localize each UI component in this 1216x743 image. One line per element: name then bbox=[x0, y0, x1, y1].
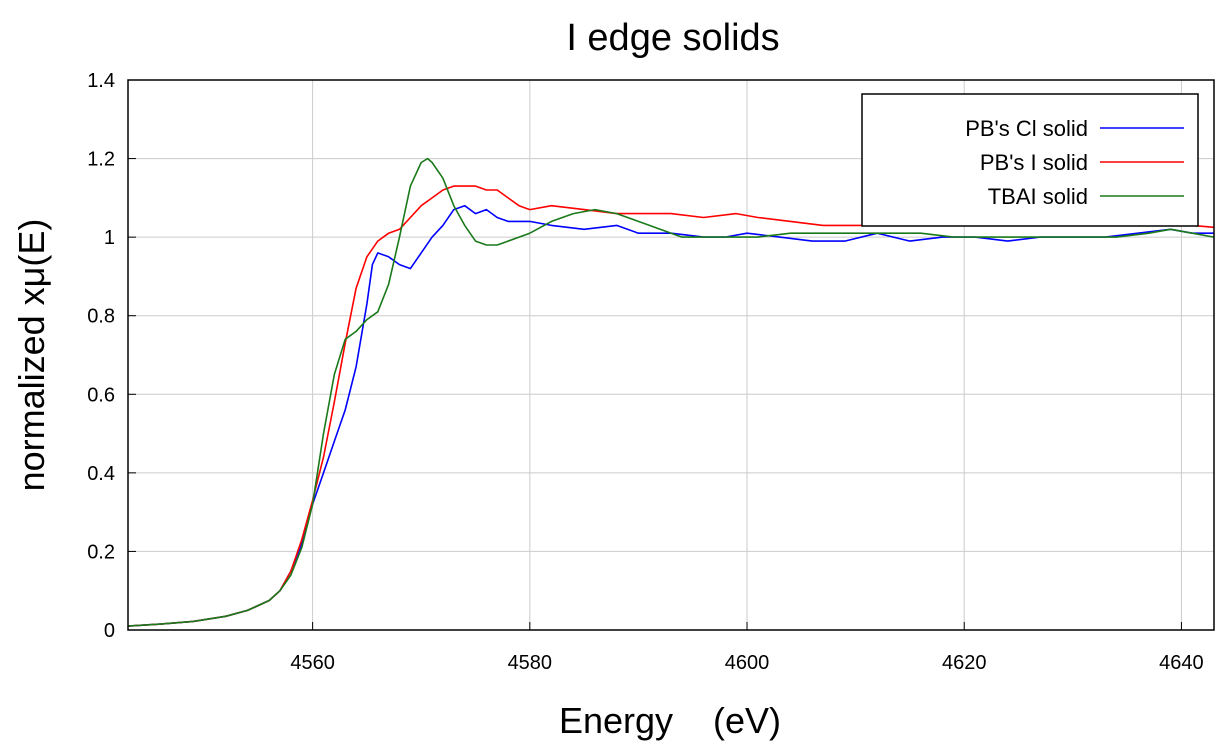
y-tick-label: 1 bbox=[104, 227, 115, 249]
y-tick-label: 0.4 bbox=[87, 463, 115, 485]
plot-frame bbox=[127, 79, 1215, 631]
y-tick-label: 0.6 bbox=[87, 384, 115, 406]
x-tick-label: 4560 bbox=[290, 652, 335, 674]
y-axis-ticks: 0 0.2 0.4 0.6 0.8 1 1.2 1.4 bbox=[87, 70, 136, 642]
y-tick-label: 1.4 bbox=[87, 70, 115, 92]
y-axis-label: normalized xμ(E) bbox=[11, 219, 52, 492]
x-tick-label: 4640 bbox=[1159, 652, 1204, 674]
series-lines bbox=[127, 157, 1215, 627]
y-tick-label: 0 bbox=[104, 620, 115, 642]
chart-title: I edge solids bbox=[566, 17, 779, 59]
x-axis-label: Energy (eV) bbox=[559, 700, 781, 741]
legend-box bbox=[861, 93, 1199, 227]
legend-label: PB's I solid bbox=[980, 150, 1088, 175]
y-tick-label: 0.2 bbox=[87, 541, 115, 563]
legend-label: TBAI solid bbox=[988, 184, 1088, 209]
y-tick-label: 1.2 bbox=[87, 149, 115, 171]
y-tick-label: 0.8 bbox=[87, 306, 115, 328]
x-axis-ticks: 4560 4580 4600 4620 4640 bbox=[290, 622, 1204, 674]
x-tick-label: 4620 bbox=[942, 652, 987, 674]
series-line-pb-s-i-solid bbox=[127, 185, 1215, 627]
series-line-pb-s-cl-solid bbox=[127, 204, 1214, 627]
series-line-tbai-solid bbox=[127, 157, 1215, 627]
x-tick-label: 4580 bbox=[508, 652, 553, 674]
legend: PB's Cl solid PB's I solid TBAI solid bbox=[861, 93, 1199, 227]
legend-label: PB's Cl solid bbox=[965, 116, 1088, 141]
x-tick-label: 4600 bbox=[725, 652, 770, 674]
